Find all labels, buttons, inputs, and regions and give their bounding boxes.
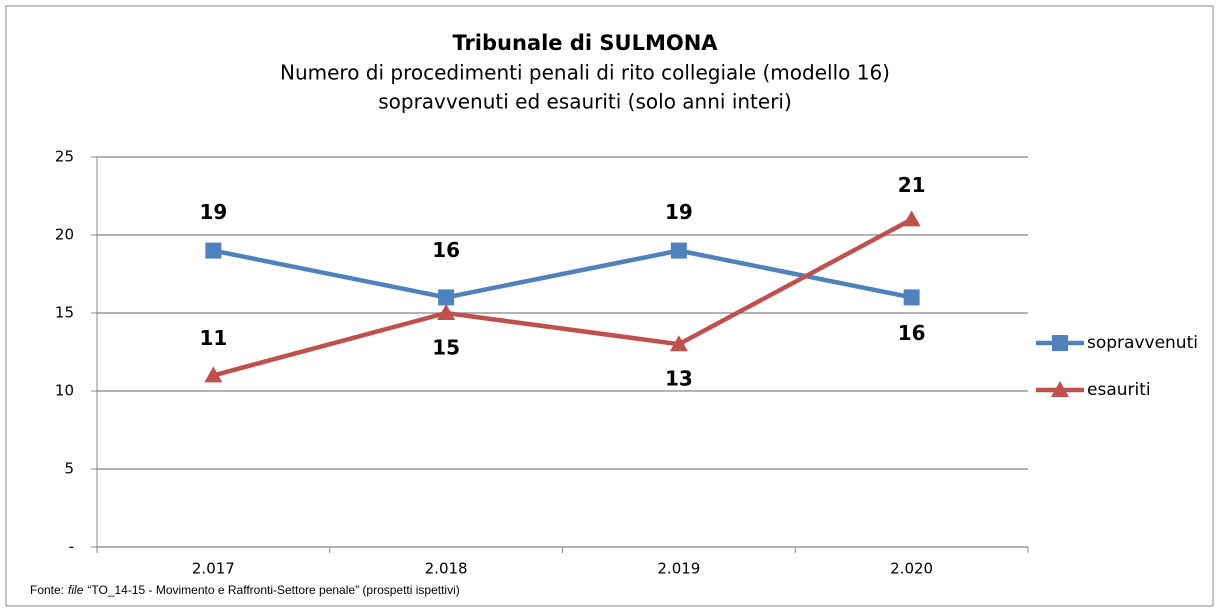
y-tick-label: - (69, 538, 74, 556)
data-label: 15 (432, 336, 460, 360)
chart-title: Tribunale di SULMONA (452, 31, 718, 55)
data-label: 13 (665, 367, 693, 391)
marker (903, 289, 920, 306)
chart-subtitle: Numero di procedimenti penali di rito co… (280, 61, 890, 85)
data-label: 16 (432, 238, 460, 262)
source-italic: file (68, 583, 84, 597)
marker (438, 289, 455, 306)
y-tick-label: 15 (55, 304, 74, 322)
marker (902, 210, 921, 227)
source-rest: “TO_14-15 - Movimento e Raffronti-Settor… (87, 583, 459, 597)
x-tick-label: 2.020 (890, 560, 933, 578)
y-tick-label: 5 (64, 460, 74, 478)
series-line (212, 248, 913, 300)
x-tick-label: 2.017 (192, 560, 235, 578)
marker (669, 335, 688, 352)
data-label: 19 (665, 200, 693, 224)
legend-marker (1051, 381, 1069, 397)
data-label: 11 (199, 326, 227, 350)
legend-marker (1052, 335, 1068, 351)
series-line (212, 217, 913, 378)
data-label: 16 (898, 321, 926, 345)
legend-label: esauriti (1087, 380, 1151, 400)
legend-label: sopravvenuti (1087, 333, 1198, 353)
y-tick-label: 20 (55, 226, 74, 244)
marker (670, 242, 687, 259)
source-note: Fonte: file “TO_14-15 - Movimento e Raffro… (30, 583, 460, 597)
y-tick-label: 10 (55, 382, 74, 400)
marker (204, 366, 223, 383)
y-tick-label: 25 (55, 148, 74, 166)
chart-frame (5, 5, 1214, 607)
x-tick-label: 2.019 (657, 560, 700, 578)
marker (437, 304, 456, 320)
x-tick-label: 2.018 (425, 560, 468, 578)
marker (205, 242, 222, 259)
data-label: 21 (898, 173, 926, 197)
source-prefix: Fonte: (30, 583, 64, 597)
data-label: 19 (199, 200, 227, 224)
chart-subtitle: sopravvenuti ed esauriti (solo anni inte… (378, 90, 792, 114)
